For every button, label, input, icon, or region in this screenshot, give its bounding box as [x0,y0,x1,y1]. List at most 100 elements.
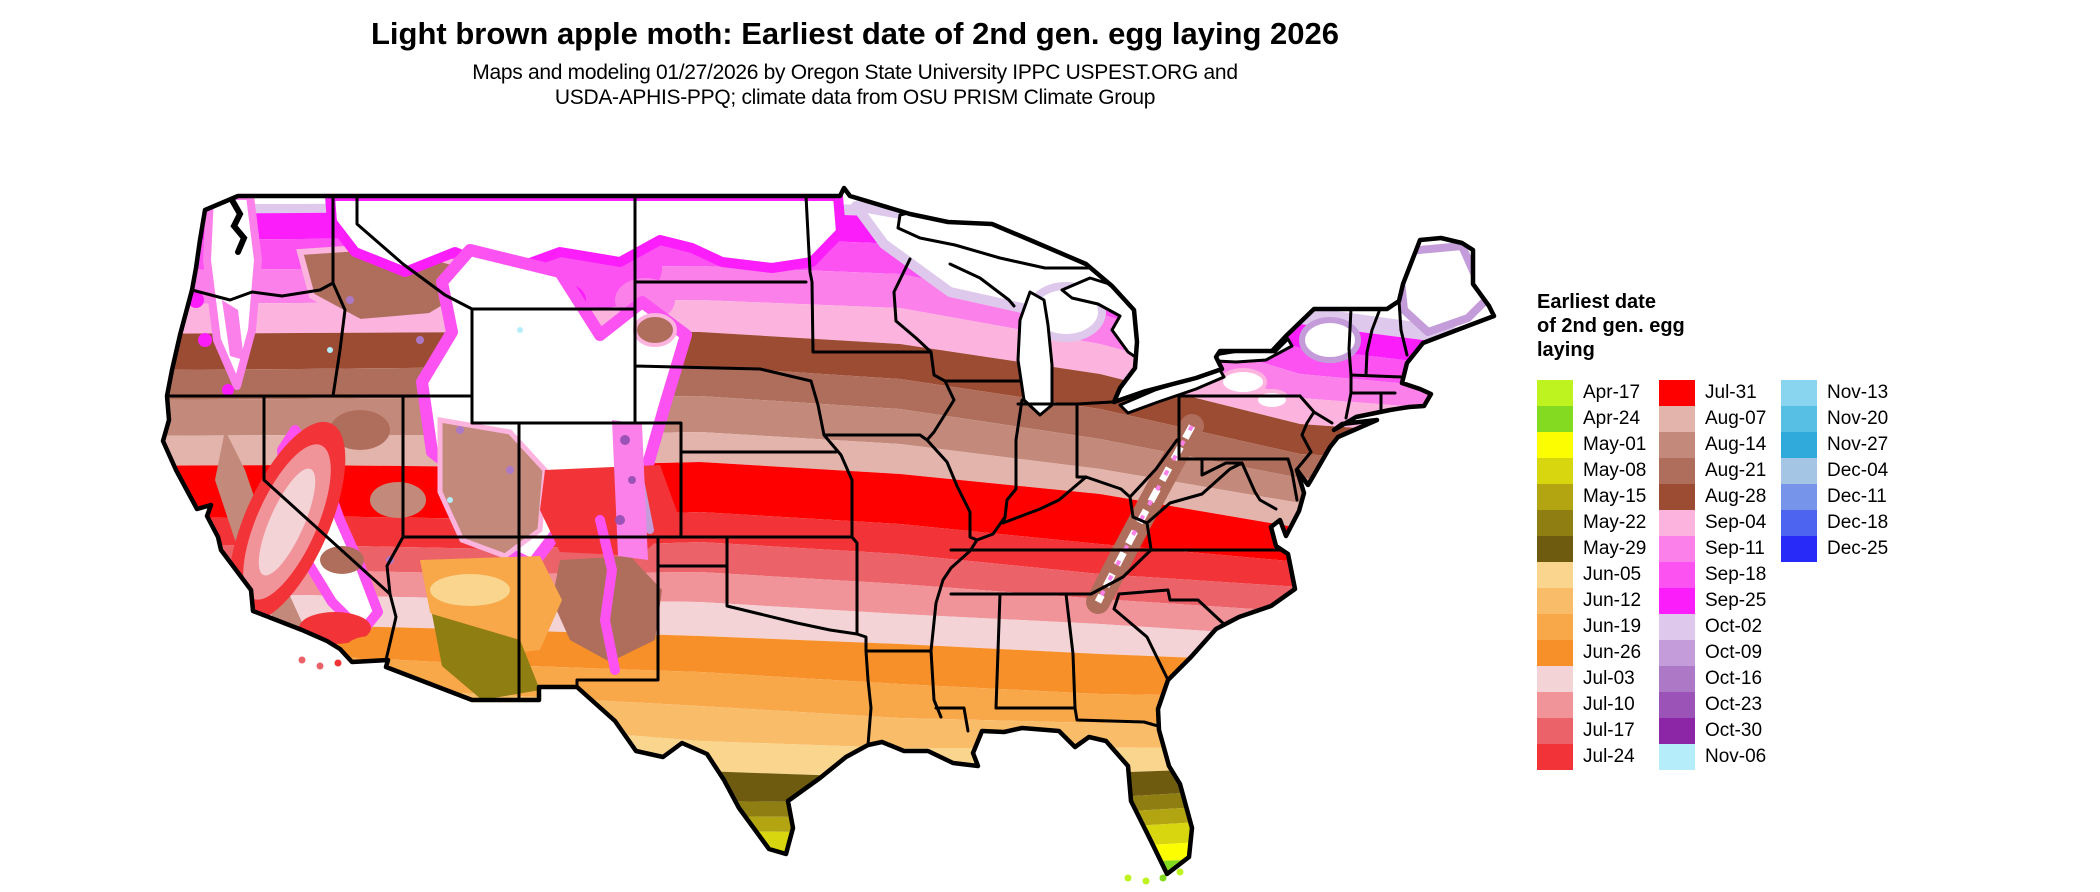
arizona-olive-patch [432,614,540,700]
legend-label: Jul-10 [1583,694,1635,715]
band-Apr-17 [163,858,1494,874]
legend-label: Nov-27 [1827,434,1889,455]
north-plains-no-data [325,191,846,277]
legend-item: Jul-10 [1537,692,1659,718]
band-May-15 [163,788,1494,833]
legend-swatch [1537,692,1573,718]
legend-swatch [1537,640,1573,666]
black-hills-patch [633,313,677,347]
purple-speck [620,435,630,445]
legend-swatch [1659,510,1695,536]
legend-item: Dec-18 [1781,510,1888,536]
purple-speck [628,476,636,484]
legend-label: Jul-03 [1583,668,1635,689]
nevada-patch-1 [330,410,390,450]
band-May-01 [163,818,1494,870]
legend-label: Oct-23 [1705,694,1763,715]
pocono-no-data [1254,389,1290,411]
legend-title-line: of 2nd gen. egg [1537,315,1685,337]
legend-item: Oct-30 [1659,718,1781,744]
band-Apr-24 [163,842,1494,874]
legend-label: Aug-28 [1705,486,1767,507]
legend-label: Aug-14 [1705,434,1767,455]
legend-item: Aug-28 [1659,484,1781,510]
ca-coast-range-patch [215,430,330,660]
purple-speck [416,336,424,344]
channel-islands [298,656,342,670]
front-range-pink-strip [612,420,648,560]
adirondacks-no-data [1299,317,1361,363]
legend-item: Nov-13 [1781,380,1888,406]
legend-label: Dec-04 [1827,460,1889,481]
legend-swatch [1781,536,1817,562]
legend-swatch [1537,432,1573,458]
cyan-speck [327,347,333,353]
legend-label: Jun-26 [1583,642,1642,663]
purple-speck [506,466,514,474]
legend-item: Aug-14 [1659,432,1781,458]
appalachian-pink-streak [1096,425,1194,603]
cyan-speck [517,327,523,333]
legend-swatch [1781,406,1817,432]
purple-speck [615,515,625,525]
legend-label: Sep-04 [1705,512,1767,533]
legend-label: Sep-25 [1705,590,1767,611]
legend-label: Aug-07 [1705,408,1767,429]
legend-label: Sep-18 [1705,564,1767,585]
legend-swatch [1537,588,1573,614]
map-legend: Earliest date of 2nd gen. egg laying Apr-1… [1537,290,1967,770]
legend-item: May-08 [1537,458,1659,484]
legend-item: Dec-25 [1781,536,1888,562]
legend-item: Dec-04 [1781,458,1888,484]
legend-swatch [1537,536,1573,562]
legend-swatch [1537,406,1573,432]
legend-title: Earliest date of 2nd gen. egg laying [1537,290,1967,362]
legend-swatch [1537,484,1573,510]
legend-label: Sep-11 [1705,538,1765,559]
legend-label: May-15 [1583,486,1647,507]
legend-label: Jun-12 [1583,590,1642,611]
legend-item: Jul-03 [1537,666,1659,692]
legend-swatch [1659,614,1695,640]
legend-item: Nov-06 [1659,744,1781,770]
legend-label: May-29 [1583,538,1647,559]
legend-swatch [1781,510,1817,536]
legend-item: Nov-20 [1781,406,1888,432]
legend-label: Oct-30 [1705,720,1763,741]
central-valley [228,421,346,623]
legend-item: Oct-09 [1659,640,1781,666]
legend-item: May-15 [1537,484,1659,510]
legend-columns: Apr-17 Apr-24 May-01 May-08 May-15 May-22 May-… [1537,380,1967,770]
legend-swatch [1537,458,1573,484]
legend-item: Oct-02 [1659,614,1781,640]
legend-item: May-22 [1537,510,1659,536]
legend-item: Jun-05 [1537,562,1659,588]
legend-swatch [1659,536,1695,562]
legend-item: Oct-23 [1659,692,1781,718]
legend-swatch [1537,510,1573,536]
legend-label: Jul-17 [1583,720,1635,741]
legend-label: Jul-24 [1583,746,1635,767]
legend-label: Oct-02 [1705,616,1763,637]
legend-swatch [1659,718,1695,744]
legend-column: Jul-31 Aug-07 Aug-14 Aug-21 Aug-28 Sep-04 Sep-… [1659,380,1781,770]
legend-swatch [1659,406,1695,432]
legend-item: Aug-07 [1659,406,1781,432]
legend-label: Apr-17 [1583,382,1641,403]
arizona-tan-patch [430,574,510,606]
maine-no-data [1394,242,1490,336]
map-fill-layer [163,188,1494,874]
legend-label: Oct-09 [1705,642,1763,663]
legend-column: Apr-17 Apr-24 May-01 May-08 May-15 May-22 May-… [1537,380,1659,770]
legend-label: Dec-18 [1827,512,1889,533]
coast-magenta-speck [184,249,196,261]
coast-magenta-speck [222,384,234,396]
legend-swatch [1659,458,1695,484]
legend-item: May-01 [1537,432,1659,458]
legend-swatch [1659,744,1695,770]
willamette-pink-strip [222,300,244,360]
legend-swatch [1659,432,1695,458]
legend-label: Jun-05 [1583,564,1642,585]
